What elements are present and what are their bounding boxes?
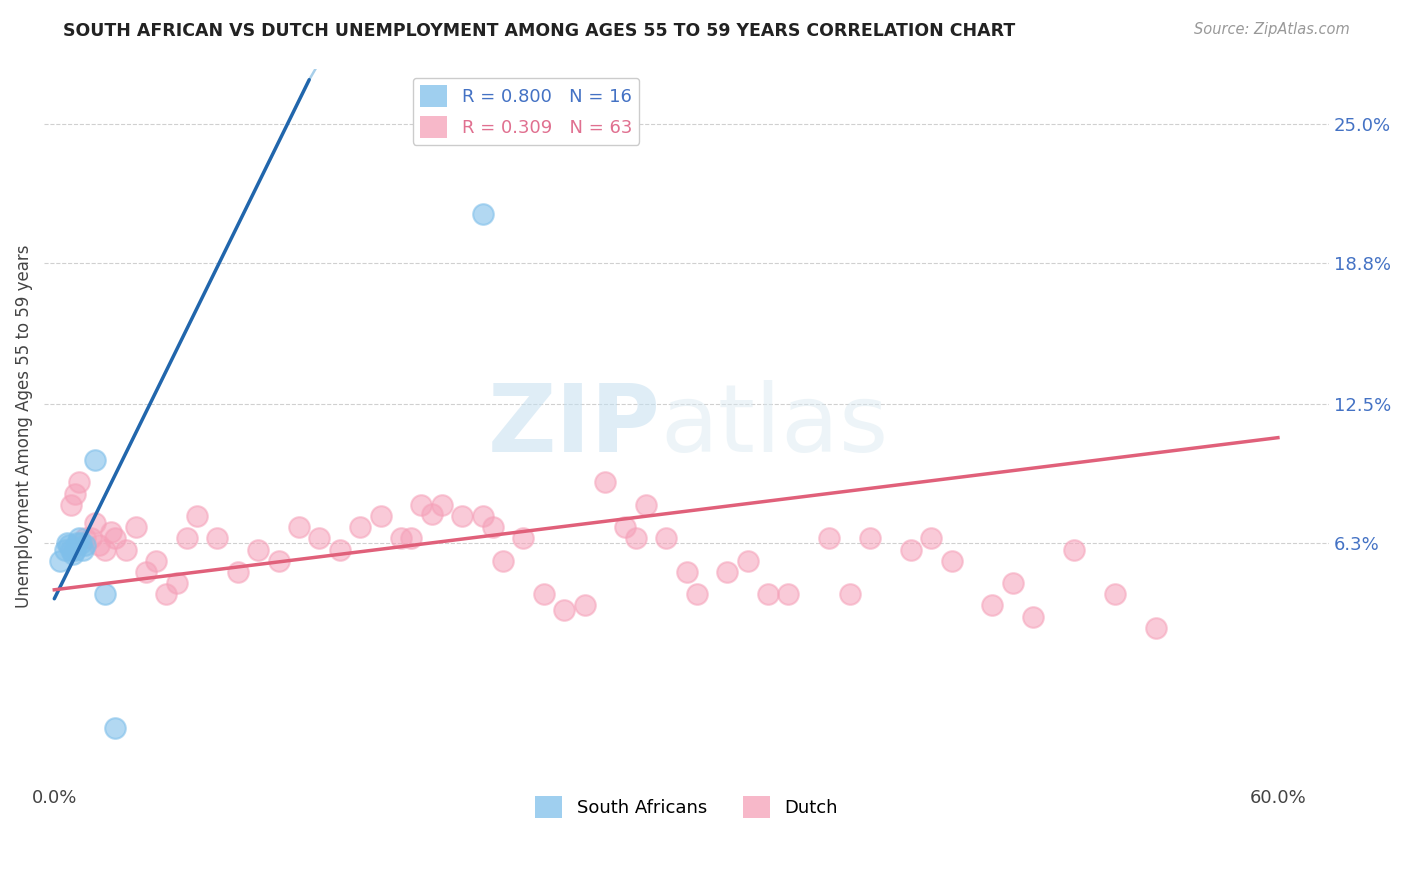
Point [104, 532, 127, 546]
Point [308, 532, 330, 546]
Point [471, 207, 494, 221]
Point [72, 542, 94, 557]
Point [492, 554, 515, 568]
Point [63, 486, 86, 500]
Point [655, 532, 678, 546]
Point [186, 508, 208, 523]
Point [1022, 609, 1045, 624]
Point [675, 565, 697, 579]
Point [411, 498, 433, 512]
Point [84, 516, 107, 530]
Point [471, 508, 494, 523]
Point [63, 542, 86, 557]
Point [593, 475, 616, 490]
Point [920, 532, 942, 546]
Point [941, 554, 963, 568]
Point [73, 532, 96, 546]
Point [73, 538, 96, 552]
Point [624, 532, 647, 546]
Point [349, 520, 371, 534]
Point [430, 498, 453, 512]
Y-axis label: Unemployment Among Ages 55 to 59 years: Unemployment Among Ages 55 to 59 years [15, 244, 32, 608]
Point [226, 565, 249, 579]
Legend: South Africans, Dutch: South Africans, Dutch [527, 789, 845, 825]
Point [288, 520, 311, 534]
Point [634, 498, 657, 512]
Point [176, 532, 198, 546]
Point [66, 536, 89, 550]
Point [533, 587, 555, 601]
Point [49, 554, 72, 568]
Point [80, 532, 103, 546]
Point [1104, 587, 1126, 601]
Point [55, 536, 77, 550]
Point [94, 542, 117, 557]
Text: atlas: atlas [661, 381, 889, 473]
Point [838, 587, 860, 601]
Point [451, 508, 474, 523]
Point [756, 587, 779, 601]
Point [389, 532, 412, 546]
Point [155, 587, 177, 601]
Point [574, 599, 596, 613]
Point [859, 532, 882, 546]
Point [420, 507, 443, 521]
Point [1001, 576, 1024, 591]
Point [62, 547, 84, 561]
Point [329, 542, 352, 557]
Point [114, 542, 136, 557]
Point [166, 576, 188, 591]
Point [59, 542, 82, 557]
Point [59, 498, 82, 512]
Point [207, 532, 229, 546]
Point [614, 520, 637, 534]
Point [900, 542, 922, 557]
Point [69, 536, 91, 550]
Text: ZIP: ZIP [488, 381, 661, 473]
Point [778, 587, 800, 601]
Point [981, 599, 1004, 613]
Point [104, 722, 127, 736]
Point [716, 565, 738, 579]
Point [58, 538, 80, 552]
Point [67, 475, 90, 490]
Point [94, 587, 117, 601]
Text: Source: ZipAtlas.com: Source: ZipAtlas.com [1194, 22, 1350, 37]
Point [553, 603, 575, 617]
Point [125, 520, 148, 534]
Point [481, 520, 503, 534]
Point [89, 538, 111, 552]
Point [686, 587, 709, 601]
Point [145, 554, 167, 568]
Text: SOUTH AFRICAN VS DUTCH UNEMPLOYMENT AMONG AGES 55 TO 59 YEARS CORRELATION CHART: SOUTH AFRICAN VS DUTCH UNEMPLOYMENT AMON… [63, 22, 1015, 40]
Point [67, 532, 90, 546]
Point [53, 542, 76, 557]
Point [1144, 621, 1167, 635]
Point [247, 542, 270, 557]
Point [512, 532, 534, 546]
Point [737, 554, 759, 568]
Point [135, 565, 157, 579]
Point [100, 524, 122, 539]
Point [267, 554, 290, 568]
Point [399, 532, 422, 546]
Point [370, 508, 392, 523]
Point [84, 453, 107, 467]
Point [1063, 542, 1085, 557]
Point [818, 532, 841, 546]
